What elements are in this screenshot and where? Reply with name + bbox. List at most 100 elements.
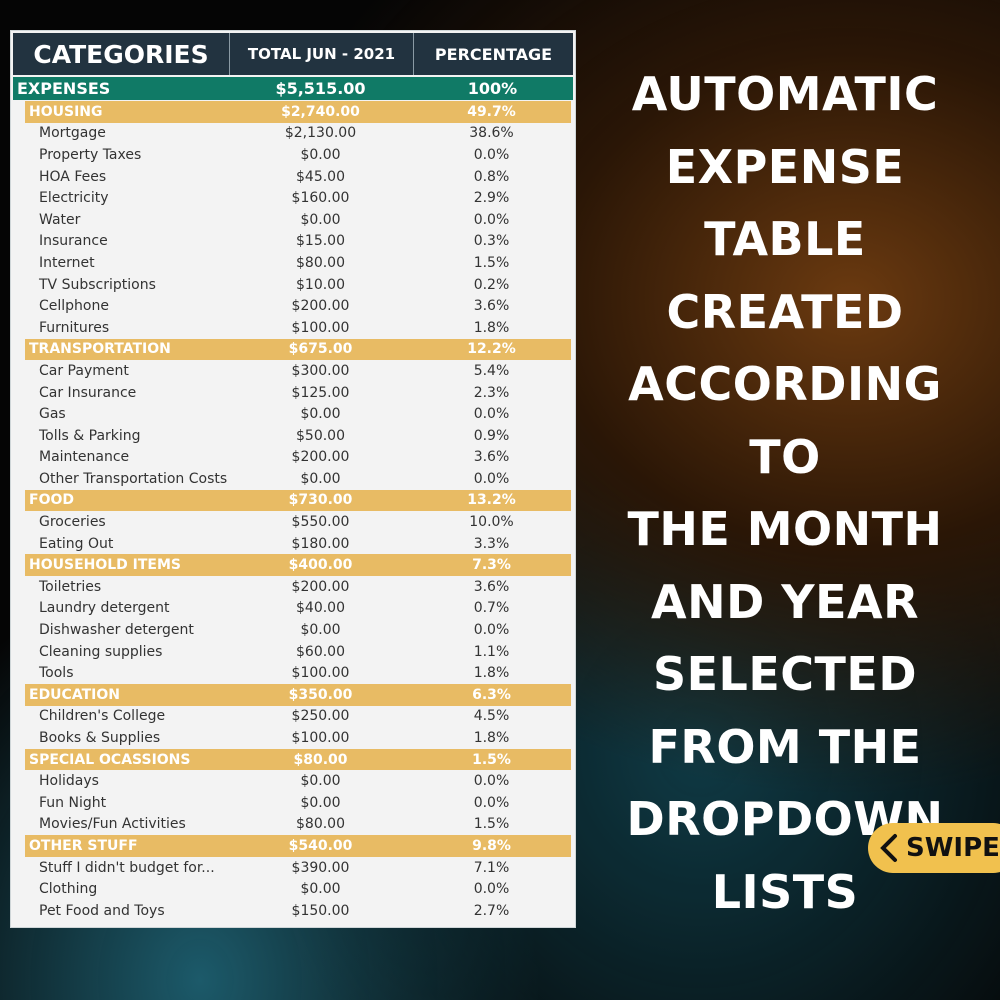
swipe-button[interactable]: SWIPE: [868, 823, 1000, 873]
item-total: $0.00: [300, 146, 341, 163]
item-total: $50.00: [296, 427, 345, 444]
item-percentage: 0.0%: [473, 146, 510, 163]
table-row: Property Taxes $0.00 0.0%: [25, 144, 571, 166]
expenses-total-row: EXPENSES $5,515.00 100%: [13, 77, 573, 100]
item-total: $125.00: [291, 384, 350, 401]
table-row: Water $0.00 0.0%: [25, 209, 571, 231]
item-percentage: 0.0%: [473, 773, 510, 790]
item-name: HOA Fees: [39, 168, 107, 185]
item-name: Eating Out: [39, 535, 114, 552]
category-percentage: 12.2%: [467, 341, 516, 358]
category-row: HOUSEHOLD ITEMS $400.00 7.3%: [25, 554, 571, 577]
item-name: Children's College: [39, 708, 166, 725]
expenses-label: EXPENSES: [17, 79, 111, 98]
category-label: EDUCATION: [29, 686, 120, 703]
item-total: $0.00: [300, 773, 341, 790]
table-row: Groceries $550.00 10.0%: [25, 511, 571, 533]
header-total: TOTAL JUN - 2021: [230, 33, 414, 75]
item-name: Pet Food and Toys: [39, 902, 165, 919]
item-percentage: 0.7%: [473, 600, 510, 617]
category-total: $675.00: [288, 341, 353, 358]
item-name: Car Payment: [39, 362, 129, 379]
item-total: $45.00: [296, 168, 345, 185]
headline-line: EXPENSE TABLE: [665, 139, 905, 267]
item-percentage: 0.0%: [473, 881, 510, 898]
category-label: FOOD: [29, 492, 74, 509]
category-percentage: 13.2%: [467, 492, 516, 509]
table-row: Cellphone $200.00 3.6%: [25, 295, 571, 317]
headline-line: AND YEAR: [650, 574, 920, 629]
item-total: $15.00: [296, 233, 345, 250]
category-label: SPECIAL OCASSIONS: [29, 751, 191, 768]
item-name: Laundry detergent: [39, 600, 170, 617]
item-total: $60.00: [296, 643, 345, 660]
item-percentage: 2.9%: [473, 190, 510, 207]
item-name: Fun Night: [39, 794, 107, 811]
item-name: Maintenance: [39, 449, 130, 466]
item-total: $40.00: [296, 600, 345, 617]
headline-line: LISTS: [711, 864, 859, 919]
expenses-percentage: 100%: [467, 79, 518, 98]
category-total: $400.00: [288, 557, 353, 574]
item-total: $0.00: [300, 794, 341, 811]
table-row: Pet Food and Toys $150.00 2.7%: [25, 900, 571, 922]
item-total: $0.00: [300, 470, 341, 487]
table-row: Books & Supplies $100.00 1.8%: [25, 727, 571, 749]
category-percentage: 6.3%: [472, 686, 511, 703]
item-percentage: 4.5%: [473, 708, 510, 725]
item-total: $200.00: [291, 449, 350, 466]
item-percentage: 1.8%: [473, 319, 510, 336]
item-percentage: 0.0%: [473, 794, 510, 811]
item-percentage: 1.1%: [473, 643, 510, 660]
table-row: Tolls & Parking $50.00 0.9%: [25, 425, 571, 447]
category-row: SPECIAL OCASSIONS $80.00 1.5%: [25, 748, 571, 771]
item-name: Property Taxes: [39, 146, 142, 163]
item-name: Cellphone: [39, 298, 109, 315]
item-percentage: 7.1%: [473, 859, 510, 876]
item-total: $100.00: [291, 730, 350, 747]
category-row: HOUSING $2,740.00 49.7%: [25, 101, 571, 123]
item-percentage: 3.6%: [473, 578, 510, 595]
category-total: $80.00: [293, 751, 348, 768]
table-row: Children's College $250.00 4.5%: [25, 706, 571, 728]
item-percentage: 1.8%: [473, 665, 510, 682]
item-name: Movies/Fun Activities: [39, 816, 186, 833]
table-row: Gas $0.00 0.0%: [25, 403, 571, 425]
item-percentage: 0.2%: [473, 276, 510, 293]
category-total: $730.00: [288, 492, 353, 509]
table-row: Holidays $0.00 0.0%: [25, 770, 571, 792]
item-total: $250.00: [291, 708, 350, 725]
headline-line: FROM THE: [648, 719, 922, 774]
headline-line: AUTOMATIC: [631, 67, 939, 121]
item-percentage: 10.0%: [469, 514, 514, 531]
item-percentage: 2.7%: [473, 902, 510, 919]
item-percentage: 5.4%: [473, 362, 510, 379]
category-percentage: 7.3%: [472, 557, 511, 574]
table-row: TV Subscriptions $10.00 0.2%: [25, 274, 571, 296]
item-percentage: 3.3%: [473, 535, 510, 552]
expenses-total: $5,515.00: [275, 79, 366, 98]
item-name: Internet: [39, 254, 95, 271]
category-percentage: 9.8%: [472, 837, 511, 854]
table-row: HOA Fees $45.00 0.8%: [25, 166, 571, 188]
table-row: Furnitures $100.00 1.8%: [25, 317, 571, 339]
item-total: $2,130.00: [284, 125, 357, 142]
item-total: $0.00: [300, 406, 341, 423]
item-name: Tolls & Parking: [39, 427, 141, 444]
item-total: $550.00: [291, 514, 350, 531]
item-percentage: 2.3%: [473, 384, 510, 401]
item-total: $160.00: [291, 190, 350, 207]
item-name: Mortgage: [39, 125, 106, 142]
item-name: Groceries: [39, 514, 106, 531]
table-row: Tools $100.00 1.8%: [25, 662, 571, 684]
headline-line: SELECTED: [652, 647, 918, 701]
item-name: Insurance: [39, 233, 108, 250]
table-row: Internet $80.00 1.5%: [25, 252, 571, 274]
item-total: $200.00: [291, 578, 350, 595]
item-total: $80.00: [296, 816, 345, 833]
headline-line: THE MONTH: [627, 502, 943, 556]
category-label: TRANSPORTATION: [29, 341, 171, 358]
category-row: OTHER STUFF $540.00 9.8%: [25, 835, 571, 857]
table-header: CATEGORIES TOTAL JUN - 2021 PERCENTAGE: [13, 33, 573, 75]
item-name: Stuff I didn't budget for...: [39, 859, 215, 876]
